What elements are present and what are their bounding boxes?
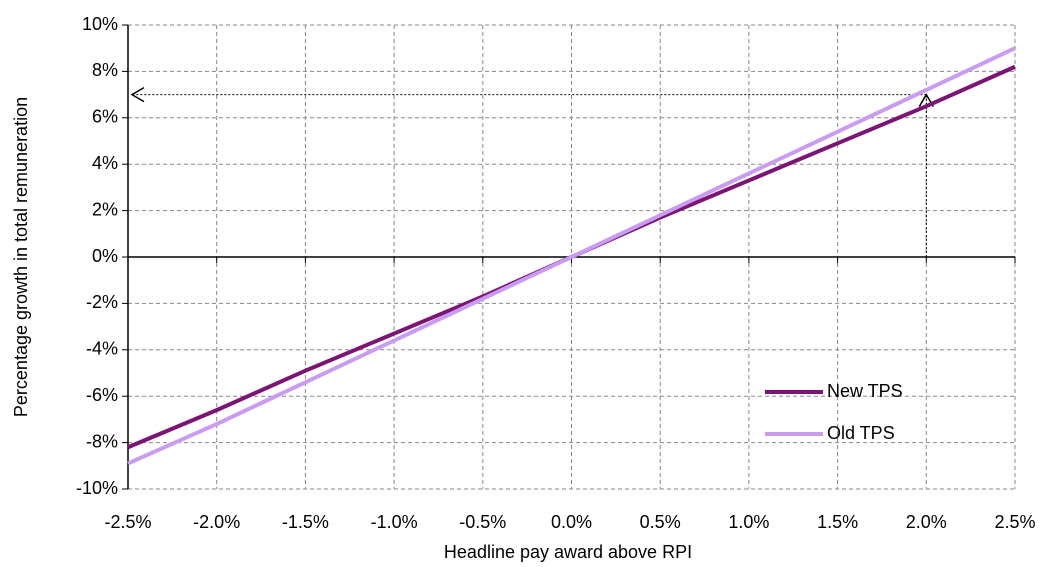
y-tick-label: -8%	[86, 431, 118, 451]
legend-label: Old TPS	[827, 423, 895, 443]
y-tick-label: -4%	[86, 339, 118, 359]
arrow-head	[130, 86, 145, 103]
x-tick-label: 1.5%	[817, 512, 858, 532]
x-tick-label: -1.0%	[371, 512, 418, 532]
y-tick-label: 4%	[92, 153, 118, 173]
x-tick-label: 2.0%	[906, 512, 947, 532]
x-tick-label: 1.0%	[728, 512, 769, 532]
x-tick-label: -2.0%	[193, 512, 240, 532]
x-tick-label: 0.0%	[551, 512, 592, 532]
y-tick-label: 2%	[92, 199, 118, 219]
y-tick-label: 8%	[92, 60, 118, 80]
y-tick-label: 10%	[82, 14, 118, 34]
y-tick-label: 6%	[92, 107, 118, 127]
y-tick-label: 0%	[92, 246, 118, 266]
x-tick-label: -1.5%	[282, 512, 329, 532]
x-tick-label: 2.5%	[994, 512, 1035, 532]
y-axis-label: Percentage growth in total remuneration	[11, 97, 31, 417]
y-tick-label: -10%	[76, 478, 118, 498]
x-tick-label: 0.5%	[640, 512, 681, 532]
line	[127, 46, 1016, 466]
x-axis-label: Headline pay award above RPI	[444, 542, 692, 562]
legend-label: New TPS	[827, 381, 903, 401]
x-tick-label: -2.5%	[104, 512, 151, 532]
x-tick-label: -0.5%	[459, 512, 506, 532]
y-tick-label: -6%	[86, 385, 118, 405]
y-tick-label: -2%	[86, 292, 118, 312]
